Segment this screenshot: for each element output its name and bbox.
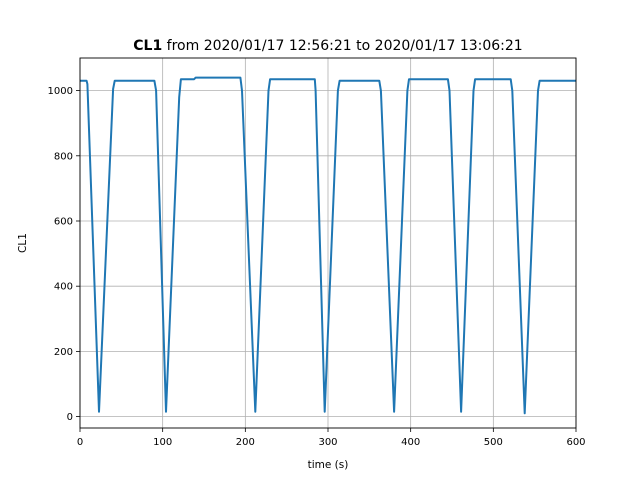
y-tick-label: 0	[67, 412, 73, 423]
y-axis-label: CL1	[17, 233, 29, 253]
x-tick-label: 500	[484, 437, 503, 448]
chart-title: CL1 from 2020/01/17 12:56:21 to 2020/01/…	[133, 38, 522, 54]
x-tick-label: 600	[566, 437, 585, 448]
ticks: 0 100 200 300 400 500 600 0 200 400 600 800 1000	[48, 86, 586, 448]
y-tick-label: 600	[54, 216, 73, 227]
y-tick-label: 1000	[48, 86, 73, 97]
x-tick-label: 0	[77, 437, 83, 448]
y-tick-label: 200	[54, 347, 73, 358]
series-line	[80, 76, 576, 415]
y-tick-label: 800	[54, 151, 73, 162]
chart-title-bold: CL1	[133, 38, 162, 54]
x-tick-label: 200	[236, 437, 255, 448]
plot-frame	[79, 57, 577, 429]
x-tick-label: 400	[401, 437, 420, 448]
x-tick-label: 300	[318, 437, 337, 448]
chart-title-rest: from 2020/01/17 12:56:21 to 2020/01/17 1…	[162, 38, 522, 54]
y-tick-label: 400	[54, 282, 73, 293]
x-axis-label: time (s)	[308, 459, 349, 471]
series	[80, 76, 576, 415]
grid	[79, 58, 577, 428]
x-tick-label: 100	[153, 437, 172, 448]
